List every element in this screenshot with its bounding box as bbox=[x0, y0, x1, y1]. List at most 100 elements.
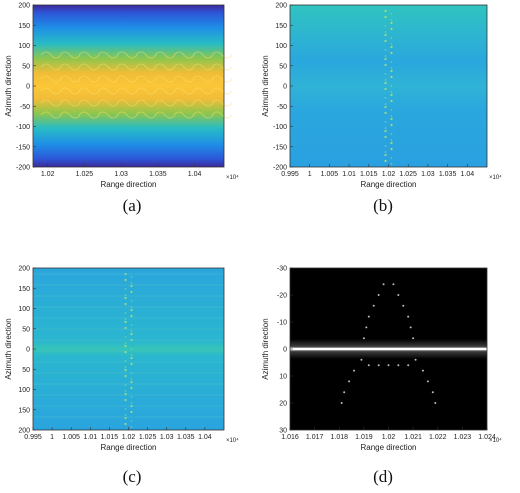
target-point bbox=[130, 380, 133, 384]
texture-mark bbox=[211, 99, 233, 107]
target-point bbox=[124, 390, 127, 392]
y-tick-label: 200 bbox=[18, 266, 30, 273]
x-tick-label: 1.035 bbox=[177, 434, 195, 441]
target-point bbox=[353, 369, 356, 372]
texture-mark bbox=[173, 75, 195, 83]
x-exponent-label: ×10⁴ bbox=[489, 437, 502, 444]
x-axis-label: Range direction bbox=[360, 180, 416, 189]
texture-mark bbox=[78, 87, 100, 95]
target-point bbox=[124, 318, 127, 320]
panel-caption: (a) bbox=[123, 196, 142, 215]
target-point bbox=[431, 391, 434, 394]
texture-mark bbox=[97, 87, 119, 95]
x-tick-label: 1.02 bbox=[382, 171, 396, 178]
texture-mark bbox=[40, 75, 62, 83]
target-point bbox=[384, 33, 387, 37]
target-point bbox=[384, 15, 387, 19]
x-axis-label: Range direction bbox=[360, 443, 416, 452]
texture-mark bbox=[211, 87, 233, 95]
texture-mark bbox=[211, 75, 233, 83]
target-point bbox=[130, 284, 133, 288]
target-point bbox=[421, 369, 424, 372]
target-point bbox=[348, 380, 351, 383]
target-point bbox=[390, 61, 393, 63]
texture-mark bbox=[154, 51, 176, 59]
texture-mark bbox=[116, 63, 138, 71]
target-point bbox=[130, 282, 133, 284]
texture-mark bbox=[192, 63, 214, 71]
target-point bbox=[340, 402, 343, 404]
target-point bbox=[124, 272, 127, 276]
target-point bbox=[382, 283, 385, 286]
y-tick-label: 0 bbox=[26, 347, 30, 354]
y-tick-label: 150 bbox=[18, 407, 30, 414]
target-point bbox=[130, 402, 133, 404]
y-axis-label: Azimuth direction bbox=[261, 318, 270, 379]
texture-mark bbox=[78, 111, 100, 119]
y-tick-label: -30 bbox=[277, 266, 287, 273]
target-point bbox=[390, 139, 393, 141]
x-tick-label: 1.03 bbox=[421, 171, 435, 178]
target-point bbox=[124, 326, 127, 330]
target-point bbox=[130, 276, 133, 278]
x-tick-label: 1.015 bbox=[101, 434, 119, 441]
target-point bbox=[384, 151, 387, 153]
target-point bbox=[130, 356, 133, 360]
target-point bbox=[384, 31, 387, 33]
target-point bbox=[390, 69, 393, 73]
y-tick-label: 200 bbox=[275, 3, 287, 10]
x-tick-label: 1.01 bbox=[342, 171, 356, 178]
target-point bbox=[384, 135, 387, 139]
target-point bbox=[384, 103, 387, 105]
target-point bbox=[343, 391, 346, 394]
target-point bbox=[124, 360, 127, 362]
target-point bbox=[390, 21, 393, 25]
target-point bbox=[130, 300, 133, 302]
target-point bbox=[384, 73, 387, 75]
target-point bbox=[367, 315, 370, 318]
texture-mark bbox=[97, 75, 119, 83]
texture-mark bbox=[192, 111, 214, 119]
target-point bbox=[124, 342, 127, 344]
texture-mark bbox=[116, 51, 138, 59]
target-point bbox=[130, 420, 133, 422]
texture-mark bbox=[192, 75, 214, 83]
y-tick-label: 10 bbox=[279, 374, 287, 381]
texture-mark bbox=[97, 51, 119, 59]
texture-mark bbox=[116, 87, 138, 95]
y-tick-label: -50 bbox=[277, 104, 287, 111]
x-axis-label: Range direction bbox=[100, 180, 156, 189]
y-tick-label: 100 bbox=[18, 387, 30, 394]
panel-caption: (b) bbox=[373, 196, 393, 215]
target-point bbox=[130, 396, 133, 398]
texture-mark bbox=[173, 99, 195, 107]
target-point bbox=[390, 163, 393, 165]
target-point bbox=[124, 384, 127, 386]
target-point bbox=[384, 111, 387, 115]
y-tick-label: -100 bbox=[16, 124, 30, 131]
x-tick-label: 1.019 bbox=[355, 434, 373, 441]
y-tick-label: -20 bbox=[277, 293, 287, 300]
target-point bbox=[414, 358, 417, 361]
x-tick-label: 1.024 bbox=[478, 434, 496, 441]
target-point bbox=[124, 416, 127, 420]
x-exponent-label: ×10⁴ bbox=[226, 437, 239, 444]
y-tick-label: 50 bbox=[22, 367, 30, 374]
target-point bbox=[384, 81, 387, 85]
x-tick-label: 1.035 bbox=[149, 171, 167, 178]
y-tick-label: 50 bbox=[22, 326, 30, 333]
target-point bbox=[397, 364, 400, 367]
texture-mark bbox=[40, 63, 62, 71]
target-point bbox=[384, 9, 387, 13]
target-point bbox=[367, 364, 370, 367]
target-point bbox=[390, 109, 393, 111]
y-tick-label: 100 bbox=[275, 43, 287, 50]
target-point bbox=[390, 85, 393, 87]
texture-mark bbox=[59, 63, 81, 71]
target-point bbox=[124, 312, 127, 314]
x-tick-label: 1.025 bbox=[76, 171, 94, 178]
x-tick-label: 0.995 bbox=[24, 434, 42, 441]
x-tick-label: 1.005 bbox=[321, 171, 339, 178]
target-point bbox=[390, 115, 393, 117]
